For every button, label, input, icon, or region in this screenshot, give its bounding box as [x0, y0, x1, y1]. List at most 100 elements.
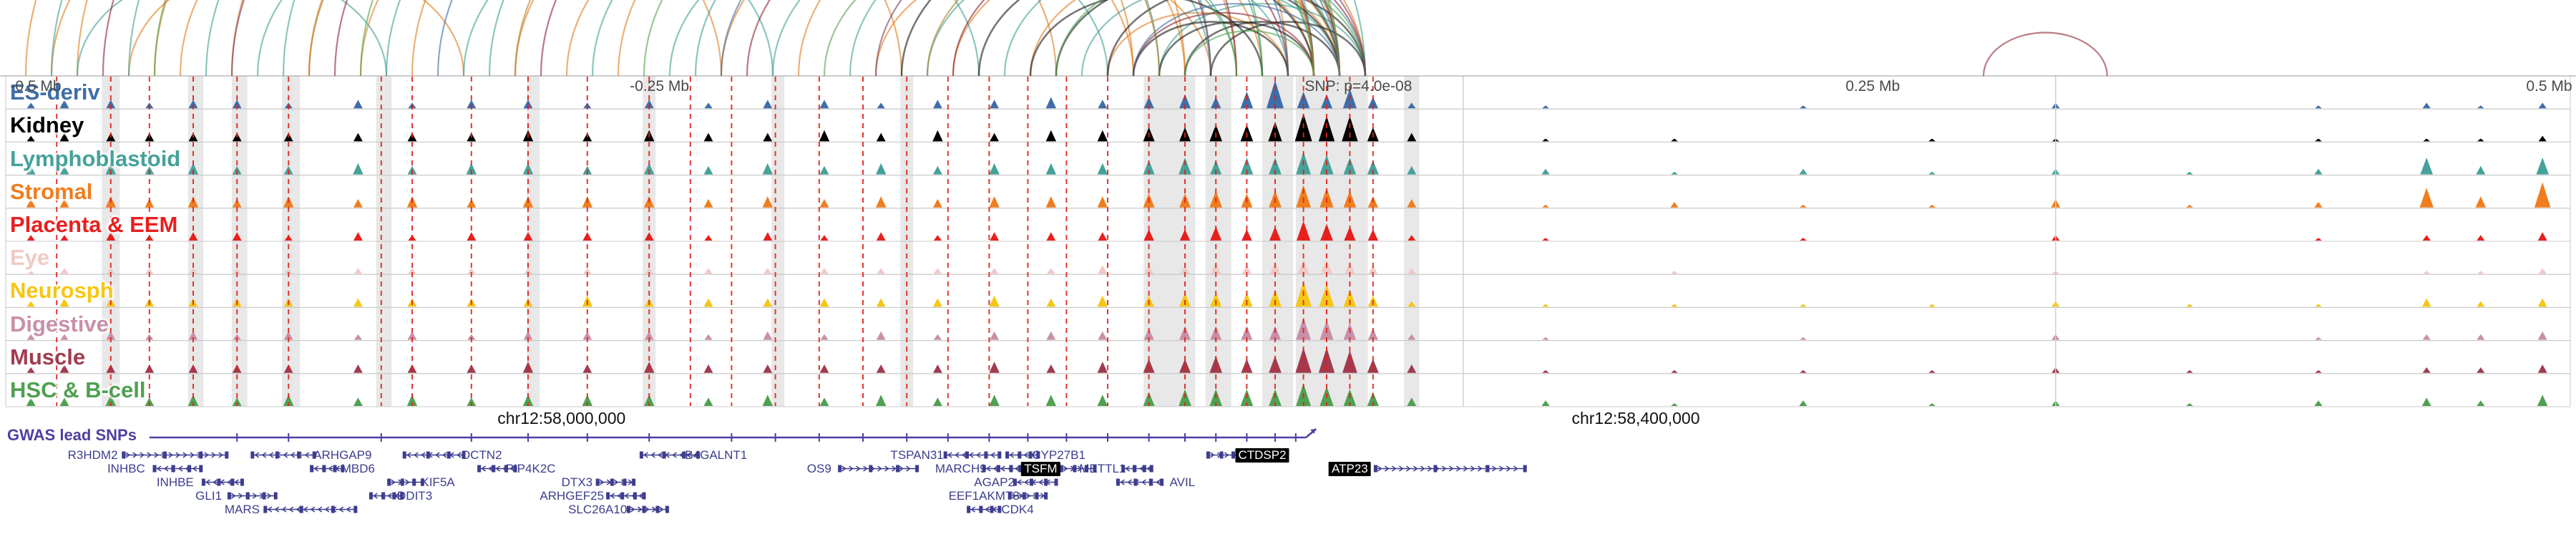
track-label-neurosph: Neurosph — [10, 278, 114, 304]
arc — [1080, 0, 1341, 76]
gene-label-inhbc[interactable]: INHBC — [107, 461, 145, 475]
gene-avil[interactable] — [1116, 478, 1164, 486]
exon-block — [462, 451, 466, 459]
gene-label-arhgef25[interactable]: ARHGEF25 — [540, 488, 605, 503]
exon-block — [297, 451, 301, 459]
gene-label-ddit3[interactable]: DDIT3 — [397, 488, 433, 503]
gwas-lead-snps-track[interactable] — [149, 428, 1317, 442]
gene-cdk4[interactable] — [967, 505, 1002, 513]
gene-mettl1[interactable] — [1121, 465, 1153, 473]
gene-label-agap2[interactable]: AGAP2 — [974, 475, 1015, 489]
strand-chevrons — [1009, 452, 1036, 458]
arc — [1003, 0, 1367, 76]
gene-tsfm[interactable] — [1059, 465, 1097, 473]
gene-label-tsfm[interactable]: TSFM — [1021, 461, 1060, 476]
gene-label-slc26a10[interactable]: SLC26A10 — [568, 502, 628, 516]
exon-block — [263, 505, 268, 513]
exon-block — [1373, 465, 1377, 473]
gene-label-dctn2[interactable]: DCTN2 — [461, 448, 502, 462]
gene-label-gli1[interactable]: GLI1 — [195, 488, 223, 503]
gene-label-arhgap9[interactable]: ARHGAP9 — [313, 448, 372, 462]
gene-label-cdk4[interactable]: CDK4 — [1001, 502, 1034, 516]
exon-block — [838, 465, 842, 473]
gene-pip4k2c[interactable] — [477, 465, 517, 473]
gene-march9[interactable] — [982, 465, 1023, 473]
gene-label-march9[interactable]: MARCH9 — [935, 461, 987, 475]
exon-block — [1160, 478, 1164, 486]
exon-block — [426, 451, 430, 459]
gene-atp23[interactable] — [1373, 465, 1527, 473]
gene-b4galnt1[interactable] — [639, 451, 701, 459]
exon-block — [1523, 465, 1527, 473]
gene-label-tspan31[interactable]: TSPAN31 — [890, 448, 944, 462]
exon-block — [1073, 465, 1077, 473]
exon-block — [402, 451, 406, 459]
exon-block — [412, 478, 416, 486]
exon-block — [162, 451, 167, 459]
gene-mars[interactable] — [263, 505, 358, 513]
arc — [1132, 3, 1341, 76]
track-label-lymphoblastoid: Lymphoblastoid — [10, 145, 181, 171]
ruler-label-0: -0.5 Mb — [10, 78, 62, 95]
exon-block — [896, 465, 900, 473]
exon-block — [623, 478, 627, 486]
gene-label-dtx3[interactable]: DTX3 — [561, 475, 593, 489]
exon-block — [492, 465, 496, 473]
gene-r3hdm2[interactable] — [122, 451, 229, 459]
arc — [76, 0, 388, 76]
gene-inhbe[interactable] — [201, 478, 244, 486]
exon-block — [392, 492, 396, 500]
gene-label-ctdsp2[interactable]: CTDSP2 — [1235, 448, 1289, 463]
exon-block — [275, 451, 279, 459]
exon-block — [240, 478, 244, 486]
gene-label-atp23[interactable]: ATP23 — [1329, 461, 1371, 476]
exon-block — [984, 451, 988, 459]
gene-dctn2[interactable] — [402, 451, 466, 459]
gene-label-avil[interactable]: AVIL — [1169, 475, 1196, 489]
gene-label-os9[interactable]: OS9 — [806, 461, 831, 475]
exon-block — [400, 478, 404, 486]
exon-block — [299, 505, 303, 513]
gene-agap2[interactable] — [1013, 478, 1058, 486]
gene-label-pip4k2c[interactable]: PIP4K2C — [505, 461, 556, 475]
exon-block — [1044, 478, 1048, 486]
gene-label-r3hdm2[interactable]: R3HDM2 — [67, 448, 118, 462]
track-row-hsc-b-cell[interactable] — [5, 373, 2571, 407]
exon-block — [447, 451, 451, 459]
gene-tspan31[interactable] — [943, 451, 1002, 459]
exon-block — [1116, 478, 1120, 486]
exon-block — [1044, 492, 1048, 500]
gene-label-mettl1[interactable]: METTL1 — [1079, 461, 1126, 475]
ruler-label-2: SNP: p=4.0e-08 — [1304, 78, 1413, 95]
gene-arhgap9[interactable] — [250, 451, 316, 459]
gwas-lead-snps-label: GWAS lead SNPs — [7, 426, 137, 444]
exon-block — [1028, 451, 1033, 459]
exon-block — [990, 505, 994, 513]
exon-block — [633, 492, 637, 500]
gene-mbd6[interactable] — [310, 465, 345, 473]
gene-cyp27b1[interactable] — [1005, 451, 1040, 459]
arc — [977, 0, 1315, 76]
gene-kif5a[interactable] — [387, 478, 424, 486]
strand-chevrons — [985, 465, 1020, 472]
arc — [1184, 21, 1341, 76]
arc — [1184, 29, 1315, 76]
gene-eef1akmt3[interactable] — [1008, 492, 1048, 500]
gene-label-eef1akmt3[interactable]: EEF1AKMT3 — [948, 488, 1020, 503]
gene-ddit3[interactable] — [369, 492, 404, 500]
gene-label-mars[interactable]: MARS — [224, 502, 260, 516]
exon-block — [310, 465, 314, 473]
gene-label-inhbe[interactable]: INHBE — [156, 475, 194, 489]
gene-label-b4galnt1[interactable]: B4GALNT1 — [685, 448, 748, 462]
gene-arhgef25[interactable] — [606, 492, 646, 500]
gene-dtx3[interactable] — [595, 478, 636, 486]
gene-gli1[interactable] — [227, 492, 278, 500]
gene-slc26a10[interactable] — [626, 505, 669, 513]
gene-os9[interactable] — [838, 465, 919, 473]
strand-chevrons — [630, 506, 664, 513]
gene-inhbc[interactable] — [152, 465, 203, 473]
gene-label-cyp27b1[interactable]: CYP27B1 — [1032, 448, 1085, 462]
gene-label-kif5a[interactable]: KIF5A — [421, 475, 455, 489]
gene-label-mbd6[interactable]: MBD6 — [341, 461, 376, 475]
